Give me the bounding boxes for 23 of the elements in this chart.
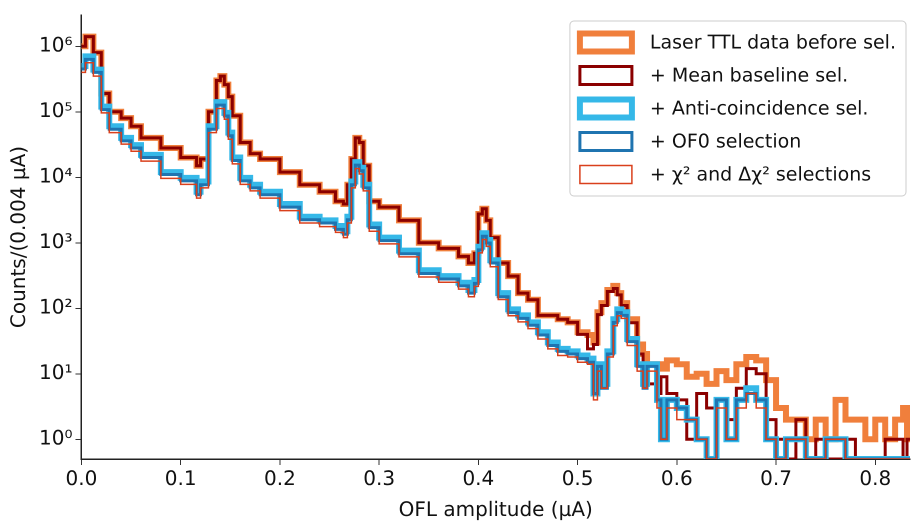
y-tick-label: 10³	[39, 228, 72, 253]
y-tick-label: 10²	[39, 294, 72, 318]
x-tick-label: 0.7	[760, 466, 792, 490]
y-tick-label: 10¹	[39, 360, 72, 384]
x-tick-label: 0.3	[363, 466, 396, 490]
y-tick-label: 10⁰	[39, 425, 72, 450]
x-tick-label: 0.5	[562, 466, 594, 490]
x-tick-label: 0.6	[660, 466, 693, 490]
y-tick-label: 10⁶	[39, 32, 72, 56]
y-axis-title: Counts/(0.004 µA)	[6, 146, 30, 328]
x-axis-title: OFL amplitude (µA)	[398, 497, 593, 522]
y-tick-label: 10⁴	[39, 163, 72, 188]
x-tick-label: 0.2	[264, 466, 296, 490]
legend-label: + OF0 selection	[650, 130, 802, 152]
x-tick-label: 0.8	[859, 466, 892, 490]
x-tick-label: 0.4	[462, 466, 494, 490]
x-tick-label: 0.0	[66, 466, 98, 490]
legend-label: + Mean baseline sel.	[650, 64, 848, 86]
legend-label: + Anti-coincidence sel.	[650, 97, 868, 120]
legend-label: + χ² and Δχ² selections	[650, 163, 872, 186]
legend-label: Laser TTL data before sel.	[650, 31, 896, 54]
x-tick-label: 0.1	[164, 466, 197, 490]
y-tick-label: 10⁵	[39, 98, 72, 122]
